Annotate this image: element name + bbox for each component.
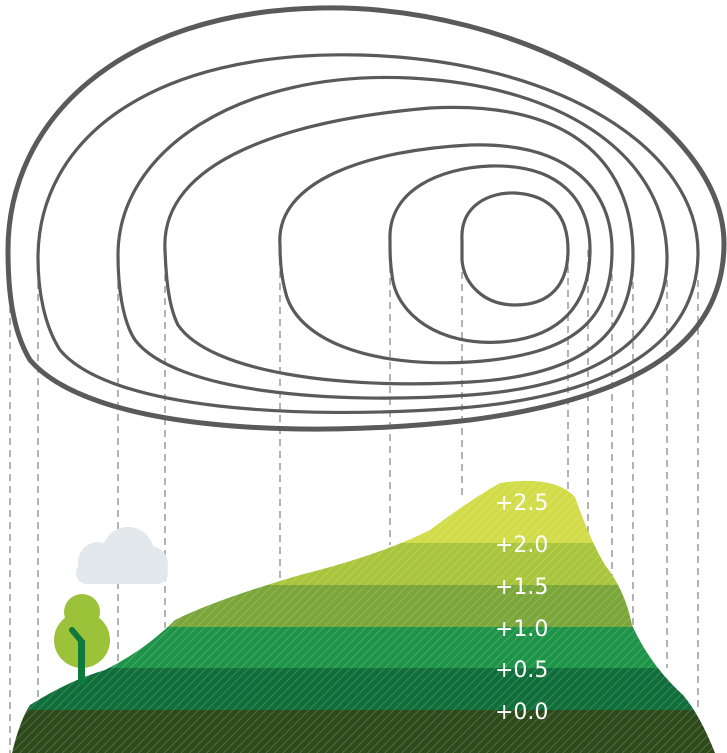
contour-line-6 bbox=[460, 191, 570, 307]
level-label: +2.0 bbox=[495, 533, 548, 558]
level-label: +0.5 bbox=[495, 658, 548, 683]
contour-line-1 bbox=[36, 53, 700, 415]
hill-profile bbox=[12, 480, 715, 753]
level-label: +2.5 bbox=[495, 491, 548, 516]
contour-line-0 bbox=[5, 5, 727, 432]
band-level-5 bbox=[12, 480, 715, 543]
tree-icon bbox=[54, 594, 110, 684]
level-label: +1.0 bbox=[495, 617, 548, 642]
contour-map bbox=[5, 5, 727, 432]
contour-line-2 bbox=[116, 75, 669, 400]
contour-line-3 bbox=[163, 105, 635, 386]
hatch-overlay bbox=[12, 480, 715, 753]
contour-line-4 bbox=[278, 143, 614, 365]
level-label: +1.5 bbox=[495, 575, 548, 600]
level-label: +0.0 bbox=[495, 700, 548, 725]
cloud-icon bbox=[76, 527, 168, 584]
level-labels: +2.5 +2.0 +1.5 +1.0 +0.5 +0.0 bbox=[495, 491, 548, 725]
contour-line-5 bbox=[388, 164, 592, 344]
